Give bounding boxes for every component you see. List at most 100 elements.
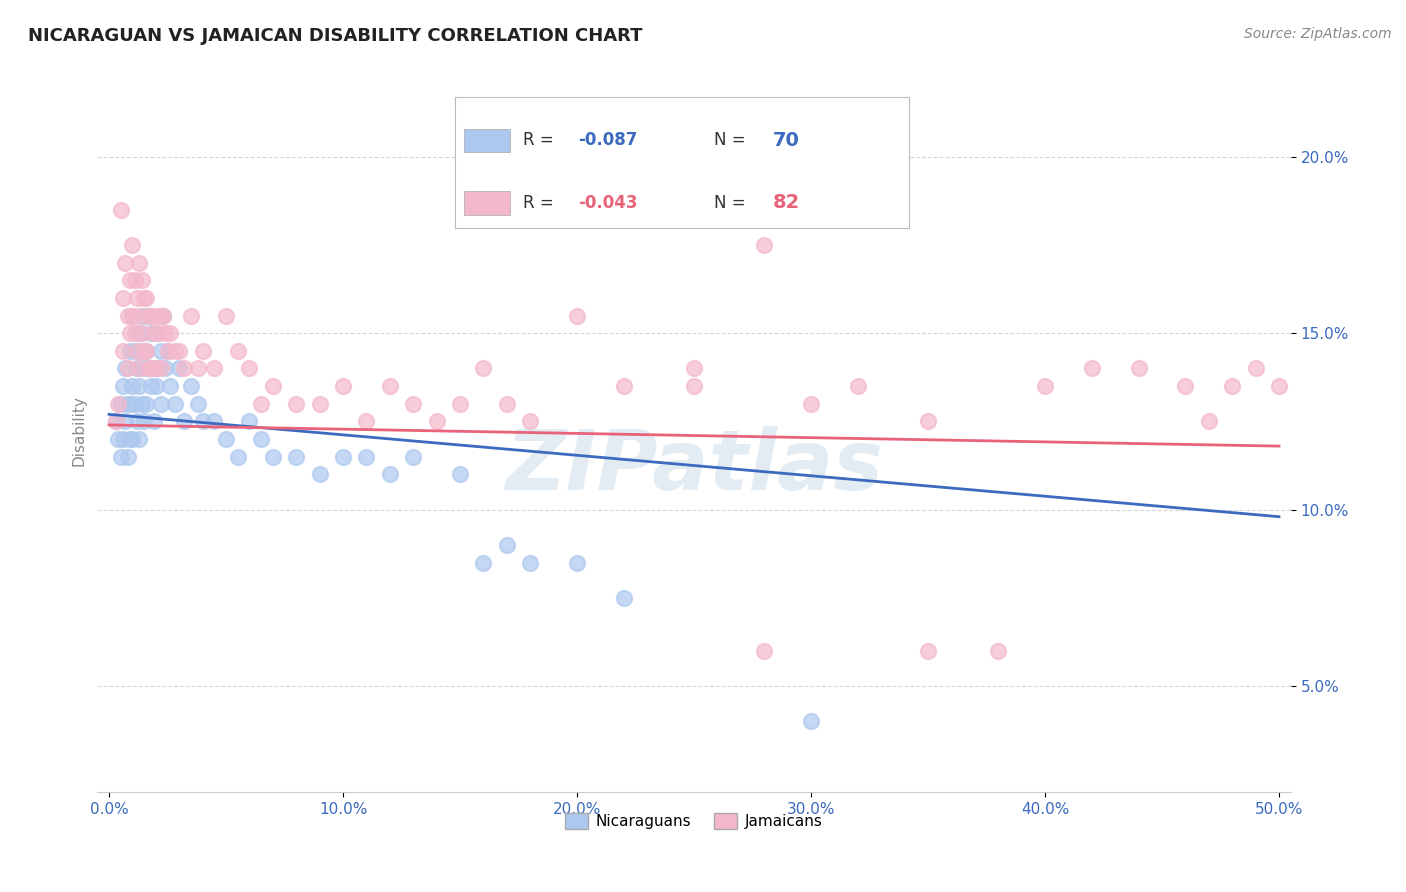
Point (683, 361, 706, 376)
Point (472, 361, 495, 376)
Point (167, 343, 190, 358)
Point (519, 414, 541, 428)
Point (378, 379, 401, 393)
Point (107, 397, 129, 411)
Point (167, 361, 190, 376)
Point (114, 361, 136, 376)
Point (131, 397, 153, 411)
Point (124, 273, 146, 287)
Point (142, 361, 165, 376)
Point (134, 309, 156, 323)
Point (917, 644, 939, 658)
Point (127, 414, 149, 428)
Point (163, 397, 186, 411)
Point (135, 397, 157, 411)
Point (148, 361, 170, 376)
Point (308, 397, 330, 411)
Point (426, 414, 449, 428)
Point (145, 326, 167, 341)
Point (128, 255, 150, 269)
Point (141, 326, 163, 341)
Point (238, 361, 260, 376)
Point (565, 309, 588, 323)
Point (128, 326, 150, 341)
Point (124, 397, 146, 411)
Point (402, 397, 425, 411)
Point (332, 450, 354, 464)
Point (226, 450, 249, 464)
Point (495, 397, 517, 411)
Point (110, 397, 132, 411)
Point (112, 379, 135, 393)
Text: ZIPatlas: ZIPatlas (505, 425, 883, 507)
Point (138, 309, 160, 323)
Point (121, 432, 143, 446)
Point (127, 291, 149, 305)
Point (250, 432, 273, 446)
Point (683, 379, 706, 393)
Point (262, 379, 284, 393)
Point (145, 309, 167, 323)
Point (135, 343, 157, 358)
Point (141, 309, 163, 323)
Point (191, 414, 214, 428)
Point (285, 450, 308, 464)
Point (472, 556, 495, 570)
Point (141, 361, 163, 376)
Point (613, 379, 636, 393)
Point (134, 414, 156, 428)
Point (117, 397, 139, 411)
Point (114, 414, 136, 428)
Point (131, 343, 153, 358)
Point (128, 379, 150, 393)
Point (121, 379, 143, 393)
Point (449, 397, 471, 411)
Point (173, 361, 195, 376)
Point (120, 326, 142, 341)
Point (110, 450, 132, 464)
Point (191, 343, 214, 358)
Point (131, 273, 153, 287)
Point (117, 309, 139, 323)
Point (131, 326, 153, 341)
Point (120, 343, 142, 358)
Point (250, 397, 273, 411)
Point (187, 361, 209, 376)
Point (134, 291, 156, 305)
Point (180, 309, 202, 323)
Point (138, 309, 160, 323)
Point (180, 379, 202, 393)
Point (613, 591, 636, 605)
Point (800, 714, 823, 729)
Point (117, 450, 139, 464)
Point (124, 343, 146, 358)
Point (163, 343, 186, 358)
Point (148, 326, 170, 341)
Text: Source: ZipAtlas.com: Source: ZipAtlas.com (1244, 27, 1392, 41)
Point (127, 343, 149, 358)
Point (987, 644, 1010, 658)
Point (128, 432, 150, 446)
Point (215, 309, 238, 323)
Point (356, 450, 378, 464)
Point (107, 432, 129, 446)
Point (917, 414, 939, 428)
Point (149, 361, 172, 376)
Point (846, 379, 869, 393)
Point (519, 556, 541, 570)
Point (356, 414, 378, 428)
Point (121, 309, 143, 323)
Point (238, 414, 260, 428)
Point (142, 326, 165, 341)
Point (142, 414, 165, 428)
Legend: Nicaraguans, Jamaicans: Nicaraguans, Jamaicans (560, 806, 830, 835)
Point (1198, 414, 1220, 428)
Point (114, 255, 136, 269)
Point (156, 343, 179, 358)
Text: NICARAGUAN VS JAMAICAN DISABILITY CORRELATION CHART: NICARAGUAN VS JAMAICAN DISABILITY CORREL… (28, 27, 643, 45)
Point (120, 273, 142, 287)
Point (138, 361, 160, 376)
Point (1291, 414, 1313, 428)
Point (120, 397, 142, 411)
Y-axis label: Disability: Disability (72, 395, 86, 466)
